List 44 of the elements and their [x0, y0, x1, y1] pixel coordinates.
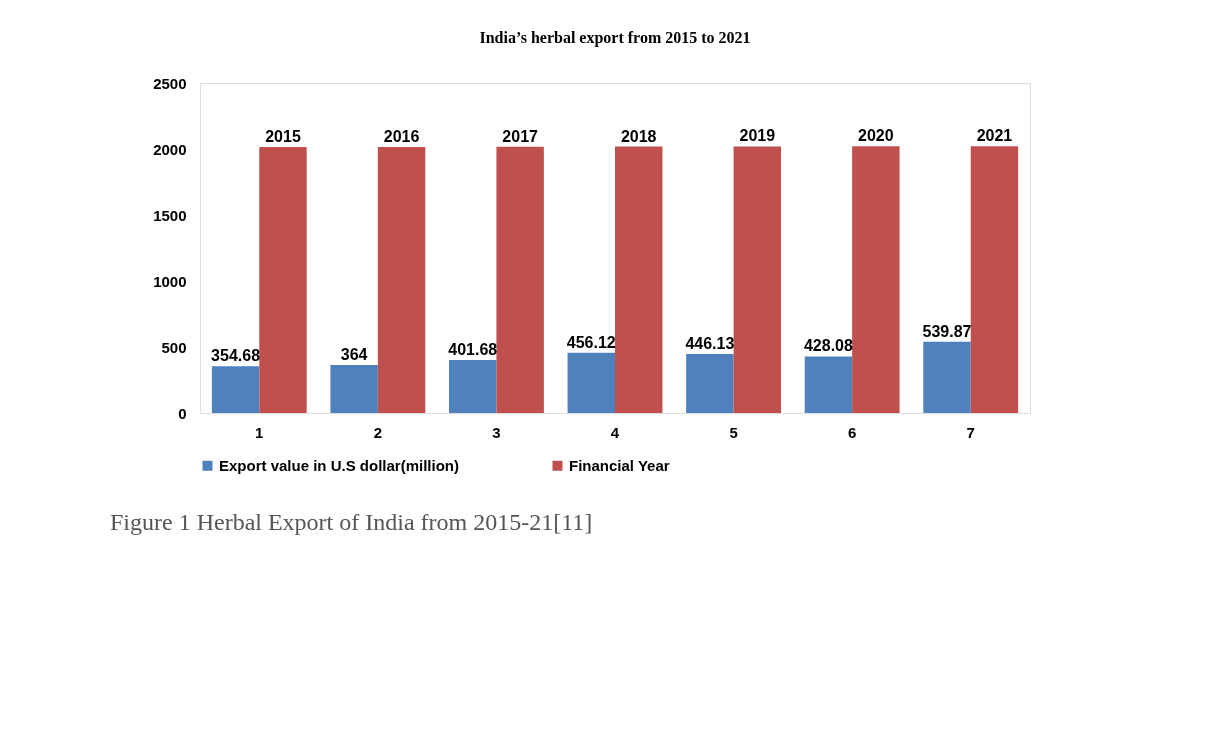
- bar: [970, 146, 1019, 413]
- y-tick-label: 2000: [153, 140, 187, 158]
- x-tick-label: 1: [255, 423, 264, 441]
- legend-label: Export value in U.S dollar(million): [219, 456, 460, 474]
- x-tick-label: 5: [729, 423, 738, 441]
- bar: [259, 147, 307, 413]
- chart-title: India’s herbal export from 2015 to 2021: [479, 29, 751, 47]
- y-tick-label: 2500: [153, 74, 187, 92]
- x-tick-label: 7: [966, 423, 975, 441]
- bar: [804, 356, 853, 413]
- data-label: 456.12: [566, 333, 616, 351]
- bar: [330, 364, 378, 413]
- bar: [615, 146, 663, 413]
- data-label: 2019: [739, 127, 776, 145]
- data-label: 2016: [383, 127, 420, 145]
- bar: [449, 359, 497, 413]
- y-tick-label: 0: [178, 404, 187, 422]
- bar: [496, 146, 544, 413]
- data-label: 401.68: [448, 340, 498, 358]
- legend-label: Financial Year: [569, 456, 670, 474]
- bar: [686, 354, 734, 413]
- bar: [211, 366, 260, 413]
- data-label: 2020: [858, 127, 894, 145]
- data-label: 446.13: [685, 335, 735, 353]
- y-tick-label: 500: [161, 338, 187, 356]
- data-label: 2017: [502, 127, 539, 145]
- data-label: 2021: [976, 127, 1013, 145]
- x-tick-label: 4: [610, 423, 620, 441]
- bar: [852, 146, 900, 413]
- bar: [567, 352, 615, 413]
- bar: [377, 146, 426, 413]
- x-tick-label: 2: [373, 423, 383, 441]
- y-tick-label: 1500: [153, 206, 187, 224]
- data-label: 364: [340, 345, 368, 363]
- x-tick-label: 6: [847, 423, 857, 441]
- bar: [923, 341, 971, 413]
- bar: [733, 146, 781, 413]
- data-label: 354.68: [211, 347, 261, 365]
- data-label: 2018: [620, 127, 657, 145]
- y-tick-label: 1000: [153, 272, 187, 290]
- x-tick-label: 3: [492, 423, 501, 441]
- caption: Figure 1 Herbal Export of India from 2015-21[11]: [110, 509, 593, 535]
- data-label: 539.87: [922, 322, 972, 340]
- data-label: 2015: [265, 128, 301, 146]
